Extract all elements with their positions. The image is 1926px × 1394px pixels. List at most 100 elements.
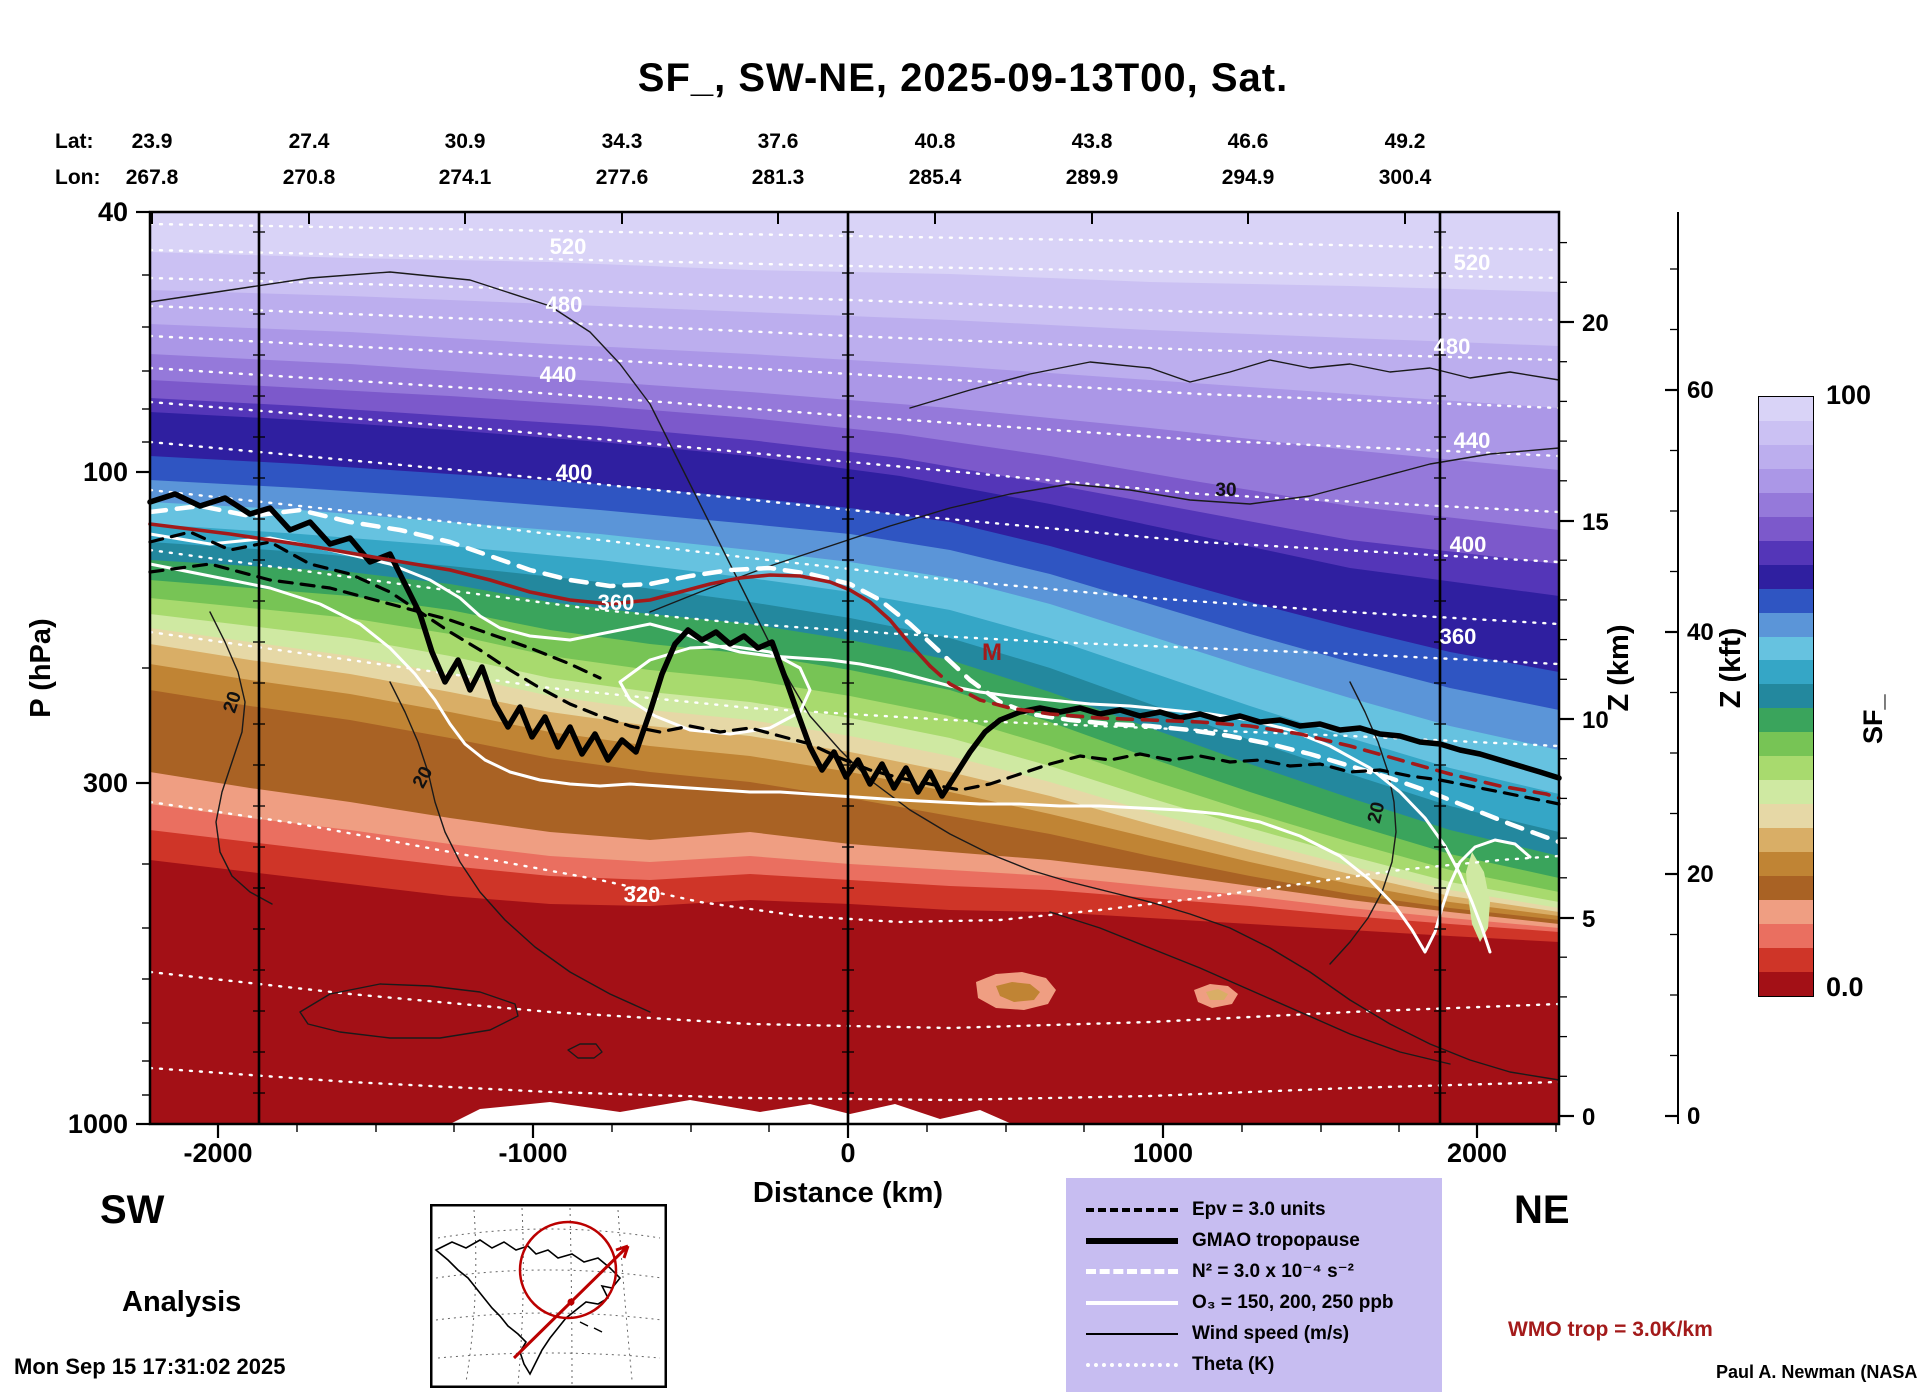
- colorbar-max-label: 100: [1826, 380, 1872, 410]
- wind-30: [649, 447, 1560, 613]
- n2-contour: [147, 503, 1562, 845]
- field-patch: [450, 1100, 1012, 1124]
- contour-label: 360: [598, 590, 635, 615]
- wmo-trop-label: WMO trop = 3.0K/km: [1508, 1318, 1713, 1341]
- theta-520: [148, 248, 1561, 280]
- colorbar-step: [1759, 660, 1813, 685]
- wind-low-small: [567, 1043, 603, 1059]
- colorbar-min-label: 0.0: [1826, 972, 1864, 1002]
- theta-460: [148, 334, 1561, 410]
- legend-line-sample-dot-white: [1086, 1362, 1178, 1367]
- contour-label: 360: [1440, 624, 1477, 649]
- lat-value: 34.3: [602, 130, 643, 153]
- field: [150, 212, 1559, 1124]
- lon-value: 281.3: [752, 166, 805, 189]
- lon-value: 289.9: [1066, 166, 1119, 189]
- colorbar-step: [1759, 708, 1813, 733]
- theta-360: [148, 548, 1561, 666]
- timestamp-label: Mon Sep 15 17:31:02 2025: [14, 1354, 286, 1379]
- contour-label: 440: [540, 362, 577, 387]
- transect-midpoint: [567, 1298, 575, 1306]
- wind-20-mid: [389, 681, 651, 1013]
- contour-label: 20: [1364, 800, 1389, 826]
- colorbar-step: [1759, 756, 1813, 781]
- colorbar-step: [1759, 876, 1813, 901]
- colorbar-step: [1759, 780, 1813, 805]
- contour-label: 440: [1454, 428, 1491, 453]
- theta-500: [148, 276, 1561, 322]
- zkm-tick-label: 15: [1582, 509, 1609, 536]
- legend-line-sample-dash-black: [1086, 1207, 1178, 1212]
- contour-label: 320: [624, 882, 661, 907]
- credit-label: Paul A. Newman (NASA: [1716, 1362, 1918, 1382]
- contour-label: M: [982, 639, 1002, 666]
- field-patch: [1206, 989, 1228, 1000]
- lon-value: 300.4: [1379, 166, 1432, 189]
- contour-label: 480: [546, 292, 583, 317]
- colorbar-step: [1759, 684, 1813, 709]
- theta-320: [148, 800, 1561, 924]
- distance-tick-label: -1000: [498, 1138, 567, 1168]
- legend-item-label: Epv = 3.0 units: [1192, 1198, 1326, 1220]
- zkft-axis-title: Z (kft): [1715, 628, 1747, 709]
- distance-tick-label: -2000: [183, 1138, 252, 1168]
- map-islands: [579, 1321, 603, 1333]
- theta-540: [148, 222, 1561, 252]
- colorbar-title: SF_: [1858, 694, 1888, 744]
- waypoint-guides: [253, 212, 1446, 1124]
- colorbar: [1758, 396, 1814, 997]
- ne-corner-label: NE: [1514, 1188, 1570, 1232]
- contours: [147, 222, 1562, 1102]
- wind-low-loop: [299, 983, 519, 1039]
- transect-circle: [518, 1220, 618, 1320]
- field-band: [150, 860, 1559, 1124]
- o3-250: [618, 644, 812, 736]
- theta-420: [148, 400, 1561, 514]
- lon-value: 294.9: [1222, 166, 1275, 189]
- colorbar-step: [1759, 540, 1813, 565]
- lat-value: 49.2: [1385, 130, 1426, 153]
- theta-310: [148, 970, 1561, 1030]
- colorbar-step: [1759, 900, 1813, 924]
- colorbar-step: [1759, 852, 1813, 877]
- zkft-tick-label: 60: [1687, 377, 1714, 404]
- lat-value: 40.8: [915, 130, 956, 153]
- distance-tick-label: 0: [840, 1138, 855, 1168]
- zkft-tick-label: 0: [1687, 1103, 1700, 1130]
- lat-value: 37.6: [758, 130, 799, 153]
- legend-item-label: Theta (K): [1192, 1353, 1275, 1375]
- pressure-tick-label: 300: [83, 768, 128, 798]
- wind-upper: [909, 359, 1560, 409]
- map-coastline: [434, 1239, 622, 1376]
- zkm-tick-label: 20: [1582, 310, 1609, 337]
- zkm-axis-title: Z (km): [1603, 625, 1635, 712]
- theta-340: [148, 630, 1561, 748]
- colorbar-step: [1759, 397, 1813, 421]
- plot-area: 40 100 300 1000 P (hPa) -2000 -1000 0 1000 2000 Di…: [25, 130, 1747, 1209]
- wind-low-right: [1049, 911, 1451, 1065]
- colorbar-step: [1759, 588, 1813, 613]
- legend-item-label: GMAO tropopause: [1192, 1229, 1360, 1251]
- lon-value: 274.1: [439, 166, 492, 189]
- wind-20-left: [209, 611, 273, 905]
- legend-items: Epv = 3.0 units GMAO tropopause N² = 3.0 x…: [1086, 1194, 1442, 1380]
- legend: Epv = 3.0 units GMAO tropopause N² = 3.0 x…: [1066, 1178, 1442, 1392]
- lat-value: 30.9: [445, 130, 486, 153]
- zkm-tick-label: 0: [1582, 1104, 1595, 1131]
- wmo-tropopause-line-dashed: [928, 664, 1561, 800]
- colorbar-step: [1759, 828, 1813, 853]
- colorbar-step: [1759, 732, 1813, 757]
- zkm-tick-label: 10: [1582, 707, 1609, 734]
- map-graticule: [435, 1207, 663, 1385]
- lat-value: 27.4: [289, 130, 330, 153]
- legend-item-label: Wind speed (m/s): [1192, 1322, 1350, 1344]
- colorbar-step: [1759, 804, 1813, 829]
- legend-item: Wind speed (m/s): [1086, 1318, 1442, 1349]
- lat-value: 23.9: [132, 130, 173, 153]
- wmo-tropopause-line: [148, 522, 932, 668]
- theta-440: [148, 366, 1561, 458]
- theta-300: [148, 1066, 1561, 1102]
- colorbar-step: [1759, 444, 1813, 469]
